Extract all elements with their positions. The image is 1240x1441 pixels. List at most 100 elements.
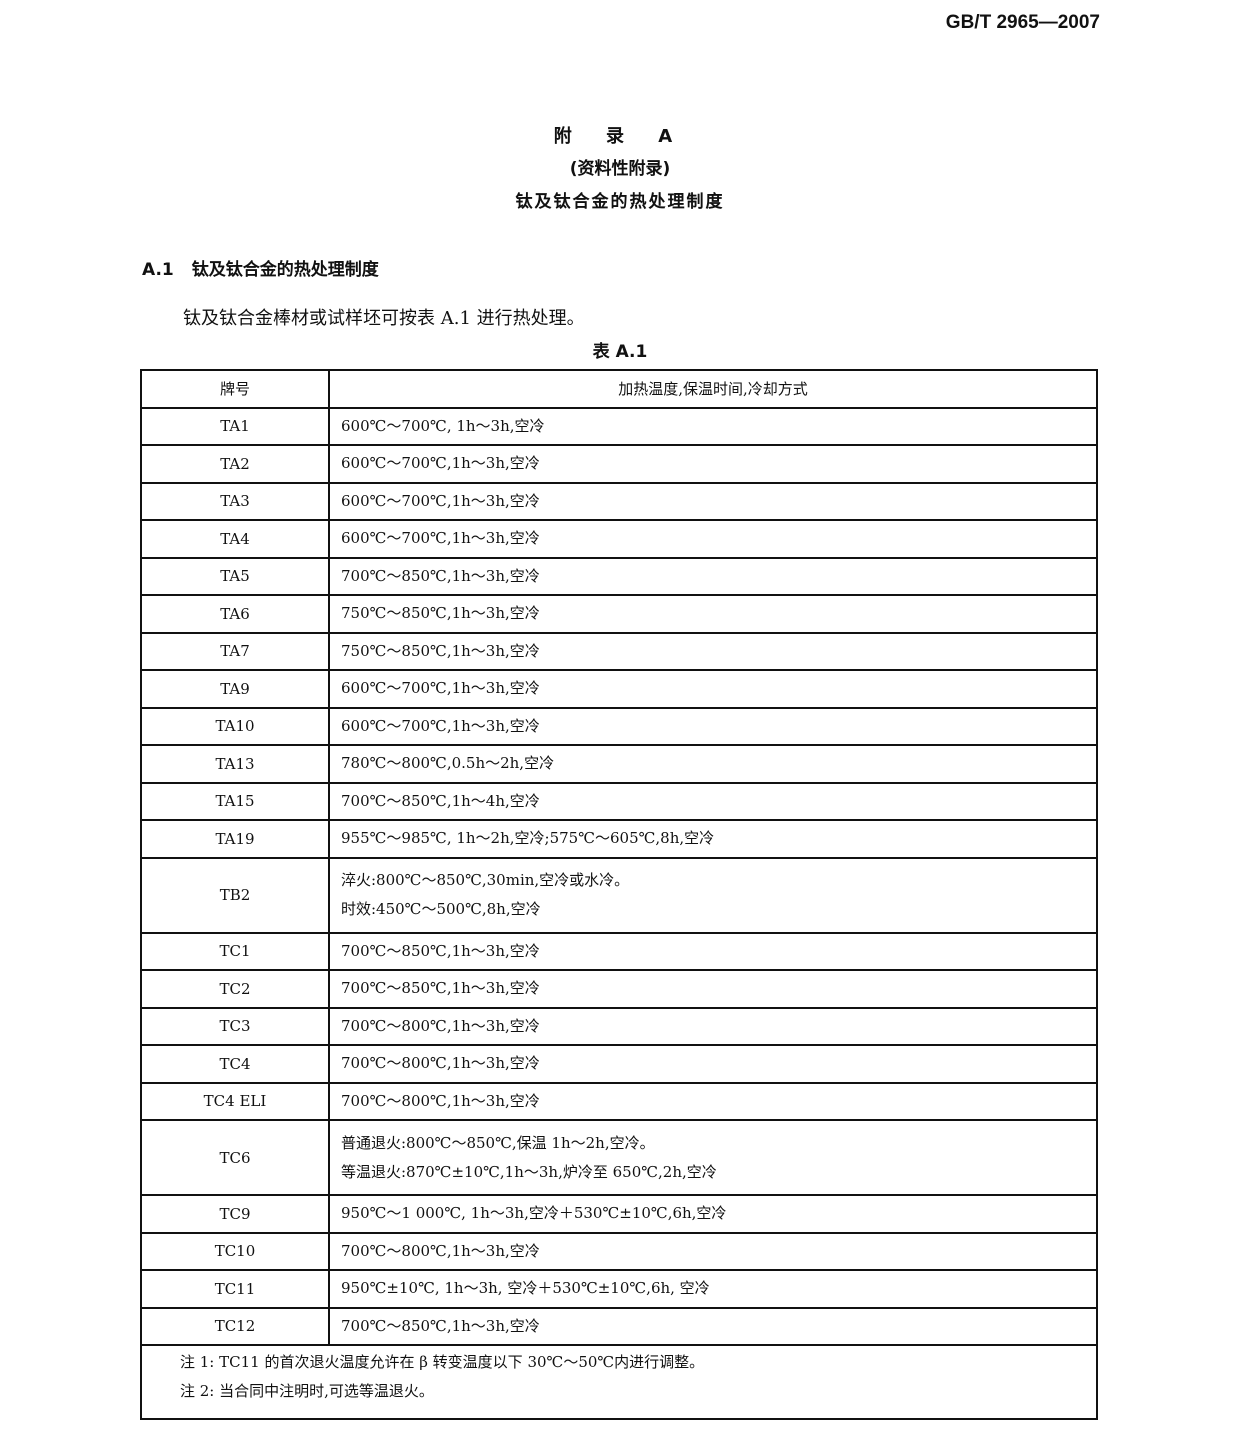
treatment-line: 600℃～700℃, 1h～3h,空冷 (341, 416, 545, 435)
treatment-cell: 700℃～800℃,1h～3h,空冷 (328, 1006, 1098, 1046)
table-row: TC9 950℃～1 000℃, 1h～3h,空冷＋530℃±10℃,6h,空冷 (140, 1194, 1098, 1234)
grade-cell: TA10 (140, 706, 330, 746)
section-heading: A.1 钛及钛合金的热处理制度 (142, 255, 397, 280)
treatment-cell: 955℃～985℃, 1h～2h,空冷;575℃～605℃,8h,空冷 (328, 819, 1098, 859)
treatment-line: 700℃～850℃,1h～3h,空冷 (341, 1316, 540, 1335)
grade-cell: TA19 (140, 819, 330, 859)
treatment-cell: 950℃±10℃, 1h～3h, 空冷＋530℃±10℃,6h, 空冷 (328, 1269, 1098, 1309)
treatment-cell: 780℃～800℃,0.5h～2h,空冷 (328, 744, 1098, 784)
treatment-cell: 淬火:800℃～850℃,30min,空冷或水冷。 时效:450℃～500℃,8h… (328, 856, 1098, 934)
treatment-cell: 700℃～850℃,1h～3h,空冷 (328, 969, 1098, 1009)
table-row: TC11 950℃±10℃, 1h～3h, 空冷＋530℃±10℃,6h, 空冷 (140, 1269, 1098, 1309)
grade-cell: TC10 (140, 1231, 330, 1271)
treatment-line: 700℃～850℃,1h～3h,空冷 (341, 941, 540, 960)
treatment-cell: 600℃～700℃, 1h～3h,空冷 (328, 406, 1098, 446)
treatment-line: 950℃±10℃, 1h～3h, 空冷＋530℃±10℃,6h, 空冷 (341, 1279, 710, 1298)
table-row: TA6 750℃～850℃,1h～3h,空冷 (140, 594, 1098, 634)
grade-cell: TA2 (140, 444, 330, 484)
grade-cell: TC2 (140, 969, 330, 1009)
treatment-cell: 700℃～850℃,1h～3h,空冷 (328, 1306, 1098, 1346)
table-row: TA19 955℃～985℃, 1h～2h,空冷;575℃～605℃,8h,空冷 (140, 819, 1098, 859)
section-title: 钛及钛合金的热处理制度 (191, 260, 379, 280)
table-row: TA5 700℃～850℃,1h～3h,空冷 (140, 556, 1098, 596)
grade-cell: TA15 (140, 781, 330, 821)
treatment-line: 955℃～985℃, 1h～2h,空冷;575℃～605℃,8h,空冷 (341, 829, 715, 848)
appendix-heading: 钛及钛合金的热处理制度 (515, 192, 725, 212)
treatment-line: 600℃～700℃,1h～3h,空冷 (341, 679, 540, 698)
notes-row: 注 1: TC11 的首次退火温度允许在 β 转变温度以下 30℃～50℃内进行… (140, 1344, 1098, 1420)
grade-cell: TA13 (140, 744, 330, 784)
grade-cell: TA1 (140, 406, 330, 446)
treatment-cell: 600℃～700℃,1h～3h,空冷 (328, 669, 1098, 709)
grade-cell: TA9 (140, 669, 330, 709)
treatment-cell: 600℃～700℃,1h～3h,空冷 (328, 519, 1098, 559)
treatment-line: 时效:450℃～500℃,8h,空冷 (341, 900, 541, 918)
table-note: 注 2: 当合同中注明时,可选等温退火。 (180, 1382, 434, 1400)
table-row: TA9 600℃～700℃,1h～3h,空冷 (140, 669, 1098, 709)
table-row: TC1 700℃～850℃,1h～3h,空冷 (140, 931, 1098, 971)
treatment-line: 等温退火:870℃±10℃,1h～3h,炉冷至 650℃,2h,空冷 (341, 1162, 717, 1181)
treatment-cell: 600℃～700℃,1h～3h,空冷 (328, 444, 1098, 484)
treatment-line: 600℃～700℃,1h～3h,空冷 (341, 716, 540, 735)
treatment-cell: 700℃～800℃,1h～3h,空冷 (328, 1231, 1098, 1271)
treatment-cell: 950℃～1 000℃, 1h～3h,空冷＋530℃±10℃,6h,空冷 (328, 1194, 1098, 1234)
appendix-title: 附 录 A (553, 126, 687, 147)
treatment-cell: 普通退火:800℃～850℃,保温 1h～2h,空冷。等温退火:870℃±10℃… (328, 1119, 1098, 1196)
table-row: TA7 750℃～850℃,1h～3h,空冷 (140, 631, 1098, 671)
table-row: TA2 600℃～700℃,1h～3h,空冷 (140, 444, 1098, 484)
grade-cell: TA5 (140, 556, 330, 596)
table-row: TB2 淬火:800℃～850℃,30min,空冷或水冷。 时效:450℃～500℃… (140, 856, 1098, 934)
grade-cell: TA4 (140, 519, 330, 559)
table-row: TA1 600℃～700℃, 1h～3h,空冷 (140, 406, 1098, 446)
treatment-line: 700℃～800℃,1h～3h,空冷 (341, 1241, 540, 1260)
treatment-line: 600℃～700℃,1h～3h,空冷 (341, 491, 540, 510)
treatment-cell: 700℃～850℃,1h～3h,空冷 (328, 556, 1098, 596)
header-grade: 牌号 (140, 369, 330, 409)
treatment-line: 淬火:800℃～850℃,30min,空冷或水冷。 (341, 871, 630, 889)
table-note: 注 1: TC11 的首次退火温度允许在 β 转变温度以下 30℃～50℃内进行… (180, 1353, 705, 1371)
notes-cell: 注 1: TC11 的首次退火温度允许在 β 转变温度以下 30℃～50℃内进行… (140, 1344, 1098, 1420)
treatment-line: 700℃～850℃,1h～4h,空冷 (341, 791, 540, 810)
treatment-cell: 600℃～700℃,1h～3h,空冷 (328, 706, 1098, 746)
treatment-line: 600℃～700℃,1h～3h,空冷 (341, 454, 540, 473)
grade-cell: TC3 (140, 1006, 330, 1046)
grade-cell: TC4 (140, 1044, 330, 1084)
table-row: TC4 ELI 700℃～800℃,1h～3h,空冷 (140, 1081, 1098, 1121)
heat-treatment-table: 牌号 加热温度,保温时间,冷却方式 TA1 600℃～700℃, 1h～3h,空冷… (140, 369, 1098, 1420)
treatment-line: 600℃～700℃,1h～3h,空冷 (341, 529, 540, 548)
treatment-cell: 750℃～850℃,1h～3h,空冷 (328, 631, 1098, 671)
table-row: TA4 600℃～700℃,1h～3h,空冷 (140, 519, 1098, 559)
treatment-line: 700℃～800℃,1h～3h,空冷 (341, 1054, 540, 1073)
treatment-line: 普通退火:800℃～850℃,保温 1h～2h,空冷。 (341, 1133, 655, 1152)
standard-number: GB/T 2965—2007 (945, 12, 1100, 33)
table-row: TA13 780℃～800℃,0.5h～2h,空冷 (140, 744, 1098, 784)
table-row: TC6 普通退火:800℃～850℃,保温 1h～2h,空冷。 等温退火:870℃±… (140, 1119, 1098, 1196)
grade-cell: TC4 ELI (140, 1081, 330, 1121)
treatment-line: 700℃～850℃,1h～3h,空冷 (341, 566, 540, 585)
treatment-line: 700℃～800℃,1h～3h,空冷 (341, 1016, 540, 1035)
table-row: TC12 700℃～850℃,1h～3h,空冷 (140, 1306, 1098, 1346)
treatment-cell: 700℃～800℃,1h～3h,空冷 (328, 1044, 1098, 1084)
header-treatment: 加热温度,保温时间,冷却方式 (328, 369, 1098, 409)
table-row: TA3 600℃～700℃,1h～3h,空冷 (140, 481, 1098, 521)
grade-cell: TC1 (140, 931, 330, 971)
treatment-line: 780℃～800℃,0.5h～2h,空冷 (341, 754, 555, 773)
appendix-subtitle: (资料性附录) (569, 159, 671, 179)
grade-cell: TC11 (140, 1269, 330, 1309)
grade-cell: TC6 (140, 1119, 330, 1196)
table-row: TC2 700℃～850℃,1h～3h,空冷 (140, 969, 1098, 1009)
treatment-line: 750℃～850℃,1h～3h,空冷 (341, 641, 540, 660)
grade-cell: TA6 (140, 594, 330, 634)
table-row: TC3 700℃～800℃,1h～3h,空冷 (140, 1006, 1098, 1046)
treatment-line: 700℃～850℃,1h～3h,空冷 (341, 979, 540, 998)
table-row: TA15 700℃～850℃,1h～4h,空冷 (140, 781, 1098, 821)
table-row: TC10 700℃～800℃,1h～3h,空冷 (140, 1231, 1098, 1271)
grade-cell: TC9 (140, 1194, 330, 1234)
treatment-cell: 600℃～700℃,1h～3h,空冷 (328, 481, 1098, 521)
treatment-cell: 700℃～800℃,1h～3h,空冷 (328, 1081, 1098, 1121)
treatment-cell: 700℃～850℃,1h～3h,空冷 (328, 931, 1098, 971)
treatment-line: 950℃～1 000℃, 1h～3h,空冷＋530℃±10℃,6h,空冷 (341, 1204, 727, 1223)
grade-cell: TC12 (140, 1306, 330, 1346)
treatment-line: 700℃～800℃,1h～3h,空冷 (341, 1091, 540, 1110)
treatment-cell: 750℃～850℃,1h～3h,空冷 (328, 594, 1098, 634)
